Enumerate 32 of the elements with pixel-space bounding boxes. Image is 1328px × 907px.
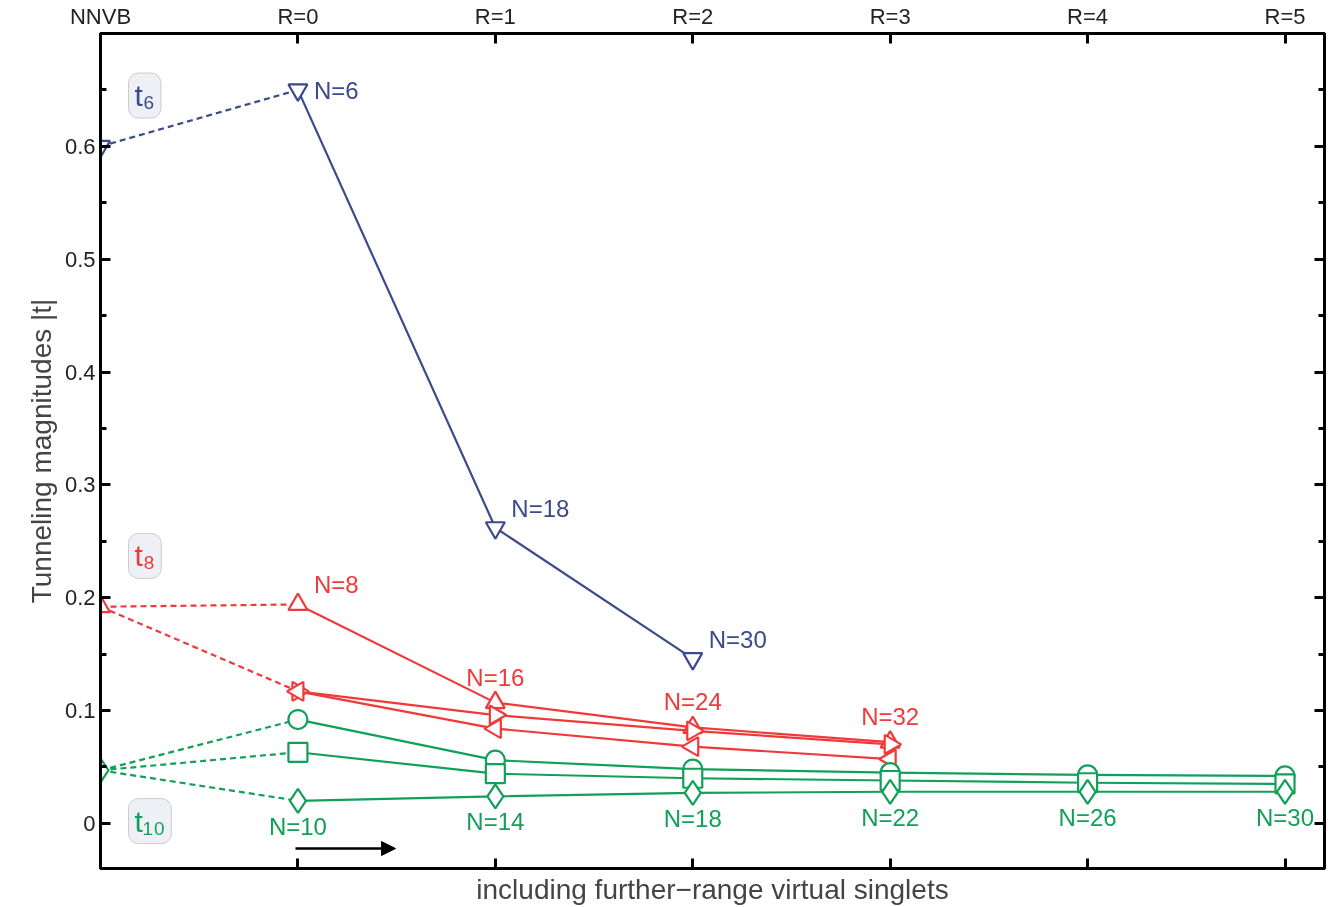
x-axis-title: including further−range virtual singlets xyxy=(476,873,949,905)
x-tick-label: R=2 xyxy=(672,3,714,29)
x-tick-label: R=1 xyxy=(474,3,516,29)
x-tick-label: NNVB xyxy=(69,3,132,29)
annotation: N=22 xyxy=(861,803,920,831)
annotation: N=18 xyxy=(663,804,722,832)
annotation: N=18 xyxy=(511,494,570,522)
x-tick-label: R=5 xyxy=(1264,3,1306,29)
annotation: N=8 xyxy=(313,571,359,599)
annotation: N=32 xyxy=(861,703,920,731)
y-tick-label: 0.3 xyxy=(64,472,96,498)
y-tick-label: 0.2 xyxy=(64,585,96,611)
annotation: N=30 xyxy=(1255,803,1315,831)
annotation: N=30 xyxy=(708,625,767,653)
y-tick-label: 0.6 xyxy=(64,133,96,159)
x-tick-label: R=0 xyxy=(277,3,319,29)
x-tick-label: R=4 xyxy=(1067,3,1109,29)
y-axis-title: Tunneling magnitudes |t| xyxy=(25,298,57,604)
annotation: N=6 xyxy=(313,76,359,104)
annotation: t₆ xyxy=(134,79,155,113)
annotation: N=24 xyxy=(663,688,722,716)
y-tick-label: 0.1 xyxy=(64,698,96,724)
annotation: t₈ xyxy=(134,539,156,573)
y-tick-label: 0.5 xyxy=(64,246,96,272)
annotation: N=16 xyxy=(466,663,525,691)
y-tick-label: 0.4 xyxy=(64,359,96,385)
annotation: N=26 xyxy=(1058,803,1117,831)
annotation: N=10 xyxy=(268,812,327,840)
y-tick-label: 0 xyxy=(83,810,96,836)
x-tick-label: R=3 xyxy=(869,3,911,29)
annotation: t₁₀ xyxy=(134,804,166,838)
annotation: N=14 xyxy=(466,808,525,836)
